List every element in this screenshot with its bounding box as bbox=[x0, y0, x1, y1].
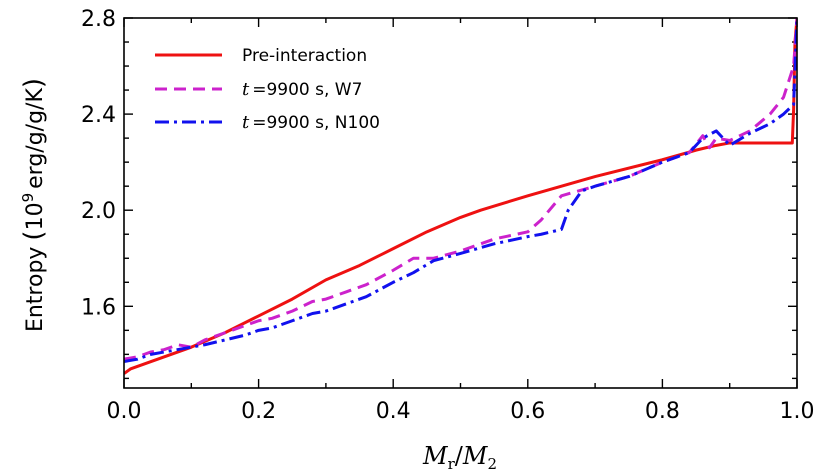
y-tick-label: 2.8 bbox=[81, 7, 116, 32]
x-tick-label: 0.6 bbox=[510, 399, 545, 424]
x-axis-label-m2: M bbox=[462, 442, 489, 470]
y-axis-label-word: Entropy bbox=[23, 247, 48, 332]
x-tick-label: 0.4 bbox=[376, 399, 411, 424]
series-layer bbox=[124, 18, 797, 375]
axis-ticks bbox=[123, 17, 798, 388]
y-tick-label: 2.0 bbox=[81, 199, 116, 224]
x-axis-label-sub-r: r bbox=[448, 455, 456, 473]
x-axis-label: Mr/M2 bbox=[422, 442, 497, 473]
legend: Pre-interaction t =9900 s, W7 t =9900 s, N… bbox=[155, 46, 380, 133]
y-axis-label-base: 10 bbox=[23, 202, 48, 230]
x-axis-label-sub-2: 2 bbox=[487, 455, 497, 473]
x-tick-label: 0.2 bbox=[241, 399, 276, 424]
series-line-2 bbox=[124, 18, 797, 364]
legend-entry-n100: t =9900 s, N100 bbox=[155, 112, 380, 133]
legend-entry-pre-interaction: Pre-interaction bbox=[155, 46, 367, 66]
legend-label-w7: t =9900 s, W7 bbox=[242, 79, 362, 100]
legend-label-n100: t =9900 s, N100 bbox=[242, 112, 380, 133]
plot-frame bbox=[123, 17, 798, 389]
x-axis-label-slash: / bbox=[455, 442, 464, 470]
x-tick-label: 0.8 bbox=[645, 399, 680, 424]
series-line-0 bbox=[124, 18, 797, 375]
y-axis-label-units: erg/g/g/K bbox=[23, 88, 48, 189]
y-axis-label-exp: 9 bbox=[19, 193, 37, 203]
y-tick-label: 1.6 bbox=[81, 295, 116, 320]
x-tick-label: 1.0 bbox=[780, 399, 815, 424]
legend-entry-w7: t =9900 s, W7 bbox=[155, 79, 362, 100]
tick-labels: 0.0 0.2 0.4 0.6 0.8 1.0 1.6 2.0 2.4 2.8 bbox=[81, 7, 815, 424]
x-tick-label: 0.0 bbox=[107, 399, 142, 424]
y-tick-label: 2.4 bbox=[81, 103, 116, 128]
x-axis-label-m: M bbox=[422, 442, 449, 470]
y-axis-label: Entropy(109erg/g/g/K) bbox=[19, 78, 49, 332]
legend-label-pre-interaction: Pre-interaction bbox=[242, 46, 367, 66]
series-line-1 bbox=[124, 18, 797, 361]
